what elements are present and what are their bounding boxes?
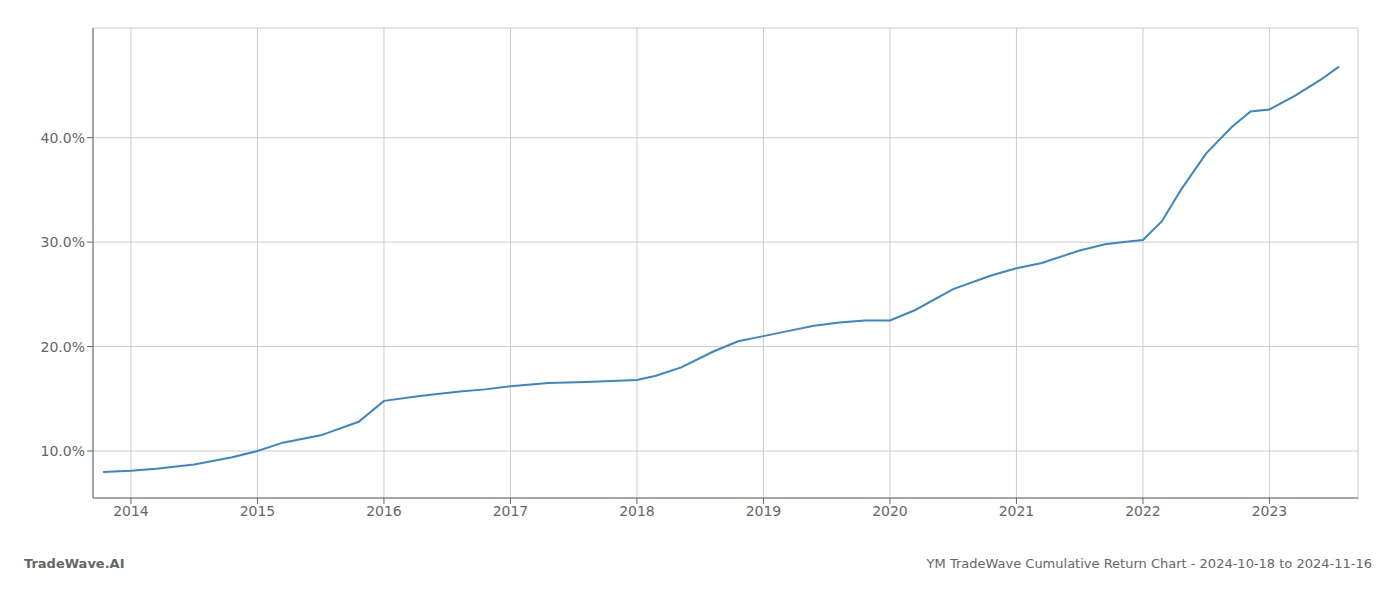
html-text:YM TradeWave Cumulative Return: YM TradeWave Cumulative Return Chart - 2… (926, 556, 1372, 571)
svg-text:2021: 2021 (999, 503, 1035, 519)
svg-text:2017: 2017 (493, 503, 529, 519)
svg-text:2016: 2016 (366, 503, 402, 519)
svg-text:2019: 2019 (746, 503, 782, 519)
svg-text:10.0%: 10.0% (41, 443, 85, 459)
svg-text:2020: 2020 (872, 503, 908, 519)
svg-text:40.0%: 40.0% (41, 130, 85, 146)
svg-text:2014: 2014 (113, 503, 149, 519)
svg-text:30.0%: 30.0% (41, 234, 85, 250)
svg-text:20.0%: 20.0% (41, 339, 85, 355)
svg-text:2015: 2015 (240, 503, 276, 519)
svg-text:2018: 2018 (619, 503, 655, 519)
html-text:TradeWave.AI: TradeWave.AI (24, 556, 125, 571)
svg-text:2023: 2023 (1252, 503, 1288, 519)
svg-text:2022: 2022 (1125, 503, 1161, 519)
